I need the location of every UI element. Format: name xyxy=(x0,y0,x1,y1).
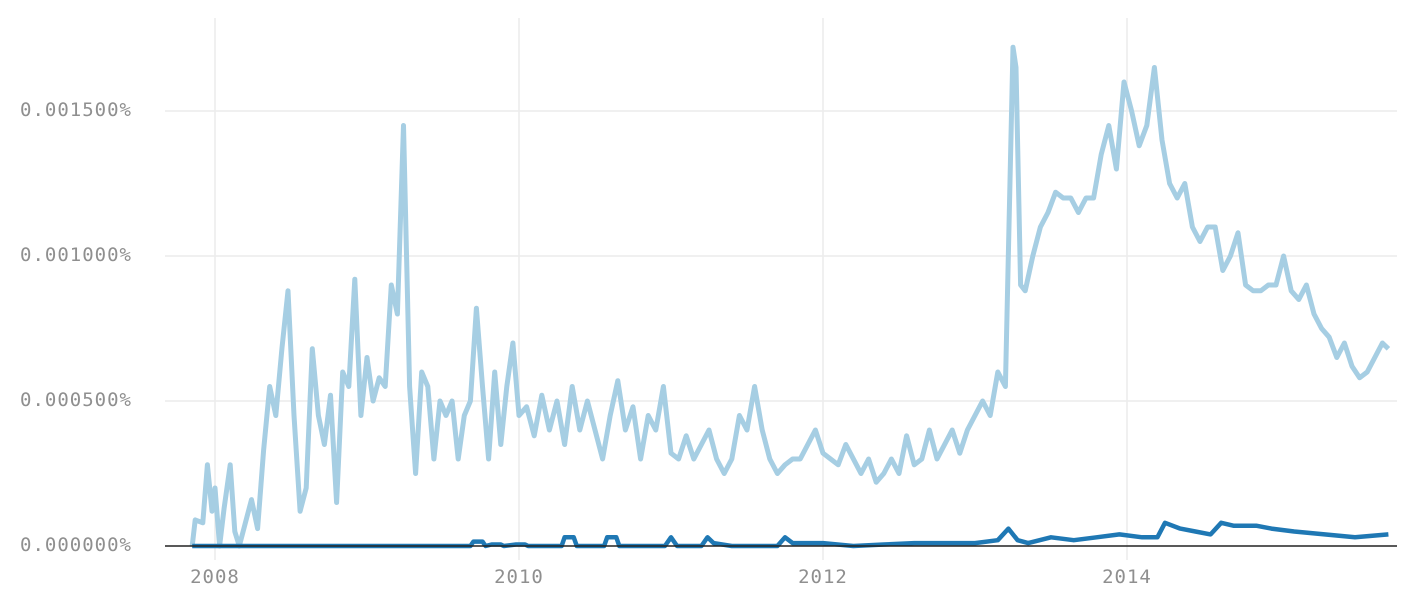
gridlines xyxy=(165,18,1397,560)
x-tick-label: 2012 xyxy=(798,566,848,588)
data-lines xyxy=(189,44,1391,549)
x-tick-label: 2014 xyxy=(1102,566,1152,588)
series-light-line xyxy=(189,44,1391,549)
series-dark-line xyxy=(192,520,1389,549)
x-tick-label: 2010 xyxy=(494,566,544,588)
y-tick-label: 0.000000% xyxy=(20,534,132,556)
x-tick-label: 2008 xyxy=(190,566,240,588)
y-tick-label: 0.001000% xyxy=(20,244,132,266)
y-tick-label: 0.001500% xyxy=(20,99,132,121)
y-tick-label: 0.000500% xyxy=(20,389,132,411)
